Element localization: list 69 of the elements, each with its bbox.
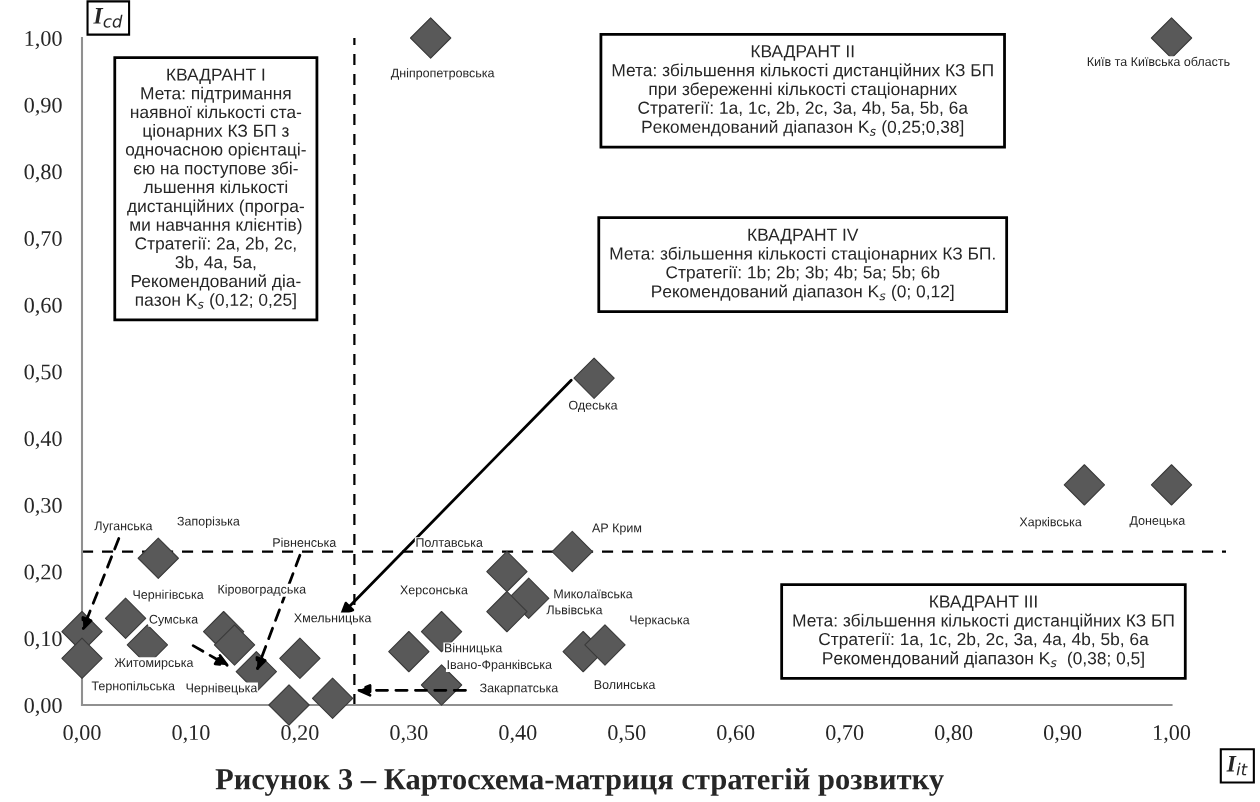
y-tick-label: 0,10 [24,631,62,650]
y-tick-label: 0,00 [24,697,62,717]
y-tick-label: 0,80 [24,164,62,183]
x-tick-label: 0,70 [826,725,864,744]
x-axis-title: I$_{it}$ [1226,756,1248,776]
y-axis-title: I$_{cd}$ [93,8,123,28]
x-tick-label: 0,80 [935,725,973,744]
annotation: Запорізька [177,516,240,529]
annotation: Луганська [94,521,153,533]
annotation: Київ та Київська область [1087,56,1230,67]
annotation: Черкаська [630,615,690,627]
x-tick-label: 0,90 [1043,725,1082,744]
annotation: Тернопільська [91,681,175,693]
annotation: Хмельницька [294,613,372,625]
annotation: Донецька [1129,516,1186,528]
annotation: Кіровоградська [218,584,307,597]
x-tick-label: 0,60 [717,725,755,744]
y-tick-label: 0,70 [24,231,62,250]
text: КВАДРАНТ I Мета: підтримання наявної кількості ста- ціонарних КЗ БП з одночасною орієнтаці- єю на поступове збі- льшення кількості дистанційних (програ- ми навчання клієнтів) Стратегії: 2a, 2b, 2c, 3b, 4a, 5a, Рекомендований діа- пазон K$_{s}$ (0,12; 0,25] [125,68,306,310]
point [61,637,103,679]
annotation: Херсонська [400,585,468,597]
point [388,630,430,673]
point [551,530,593,573]
y-tick-label: 0,60 [24,297,62,316]
annotation: Вінницька [445,643,503,655]
point [409,17,452,59]
x-tick-label: 0,10 [172,725,210,744]
x-tick-label: 0,30 [390,725,428,744]
y-tick-label: 0,40 [24,431,62,450]
annotation: Сумська [149,614,199,627]
point [137,537,179,579]
x-tick-label: 0,20 [281,725,319,744]
annotation: Дніпропетровська [390,68,495,80]
point [1063,464,1106,506]
y-tick-label: 0,90 [24,97,62,116]
annotation: Полтавська [416,538,483,547]
annotation: КВАДРАНТ II Мета: збільшення кількості дистанційних КЗ БП при збереженні кількості стаціонарних Стратегії: 1a, 1c, 2b, 2c, 3a, 4b, 5a, 5b, 6a Рекомендований діапазон K$_{s}$ (0,25;0,38] [612,45,993,137]
annotation: Чернівецька [186,683,258,695]
annotation: Львівська [546,605,603,615]
annotation: КВАДРАНТ III Мета: збільшення кількості дистанційних КЗ БП Стратегії: 1a, 1c, 2b, 2c, 3a, 4a, 4b, 5b, 6a Рекомендований діапазон K$_{s}$ (0,38; 0,5] [793,595,1174,668]
annotation: Житомирська [114,658,194,670]
y-tick-label: 0,20 [24,564,62,583]
point [311,677,354,720]
point [584,624,626,666]
point [573,357,615,399]
annotation: Рівненська [273,537,337,547]
annotation: Харківська [1019,517,1082,529]
annotation: АР Крим [592,523,642,535]
y-tick-label: 0,50 [24,364,62,383]
point [1150,464,1193,506]
annotation: КВАДРАНТ IV Мета: збільшення кількості стаціонарних КЗ БП. Стратегії: 1b; 2b; 3b; 4b; 5a; 5b; 6b Рекомендований діапазон K$_{s}$ (0; 0,12] [610,228,995,301]
x-tick-label: 0,00 [63,725,101,744]
text: Рисунок 3 – Картосхема-матриця стратегій розвитку [215,768,944,796]
point [213,624,256,666]
point [279,637,321,679]
annotation: Одеська [569,400,618,412]
x-tick-label: 0,50 [608,725,646,744]
annotation: Миколаївська [554,589,633,599]
annotation: Закарпатська [479,683,559,695]
annotation: Івано-Франківська [447,659,553,672]
point [486,590,528,633]
x-tick-label: 0,40 [499,725,537,744]
point [486,550,528,593]
annotation: Волинська [594,680,656,690]
y-tick-label: 0,30 [24,497,62,517]
x-tick-label: 1,00 [1154,725,1191,744]
annotation: Чернігівська [133,589,204,602]
point [268,684,310,726]
y-tick-label: 1,00 [25,30,62,50]
